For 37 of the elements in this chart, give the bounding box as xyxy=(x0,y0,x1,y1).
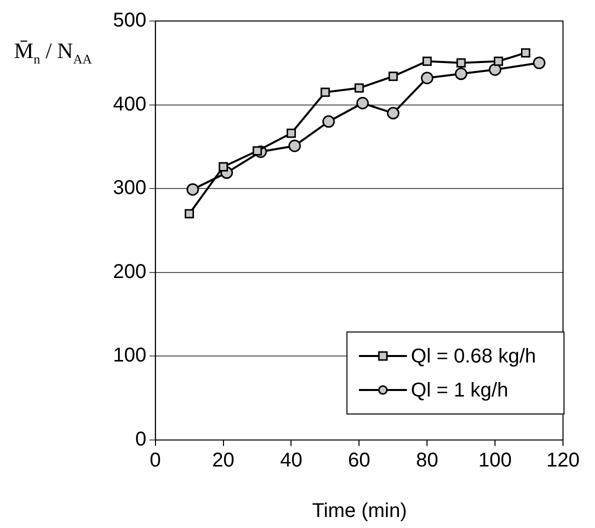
x-tick-label: 20 xyxy=(212,450,234,472)
point xyxy=(252,146,262,156)
x-tick-label: 60 xyxy=(348,450,370,472)
y-tick-label: 200 xyxy=(112,260,146,283)
point xyxy=(218,162,228,172)
point xyxy=(454,68,468,80)
point xyxy=(354,83,364,93)
point xyxy=(422,56,432,66)
y-tick-label: 400 xyxy=(112,93,146,116)
point xyxy=(420,72,434,84)
point xyxy=(184,209,194,218)
y-tick-label: 100 xyxy=(112,344,146,367)
point xyxy=(388,72,398,81)
point xyxy=(386,106,400,120)
x-tick-label: 0 xyxy=(150,450,161,472)
y-tick-label: 0 xyxy=(135,428,146,451)
y-axis-title: M̄$_{n}$ / N$_{AA}$ xyxy=(14,38,92,68)
point xyxy=(532,56,546,70)
point xyxy=(488,63,502,76)
x-axis-title: Time (min) xyxy=(311,500,408,523)
x-tick-label: 40 xyxy=(280,450,302,472)
point xyxy=(320,88,330,97)
point xyxy=(322,115,335,128)
point xyxy=(286,128,296,138)
point xyxy=(186,183,199,196)
y-tick-label: 300 xyxy=(112,177,146,200)
y-tick-label: 500 xyxy=(112,10,146,32)
x-tick-label: 120 xyxy=(546,450,580,472)
legend-label: Ql = 1 kg/h xyxy=(410,380,508,402)
point xyxy=(456,58,466,68)
point xyxy=(356,96,369,110)
legend-label: Ql = 0.68 kg/h xyxy=(410,346,536,368)
x-tick-label: 100 xyxy=(478,450,512,472)
x-tick-label: 80 xyxy=(416,450,438,472)
point xyxy=(494,56,504,66)
point xyxy=(520,48,530,58)
point xyxy=(288,140,301,152)
